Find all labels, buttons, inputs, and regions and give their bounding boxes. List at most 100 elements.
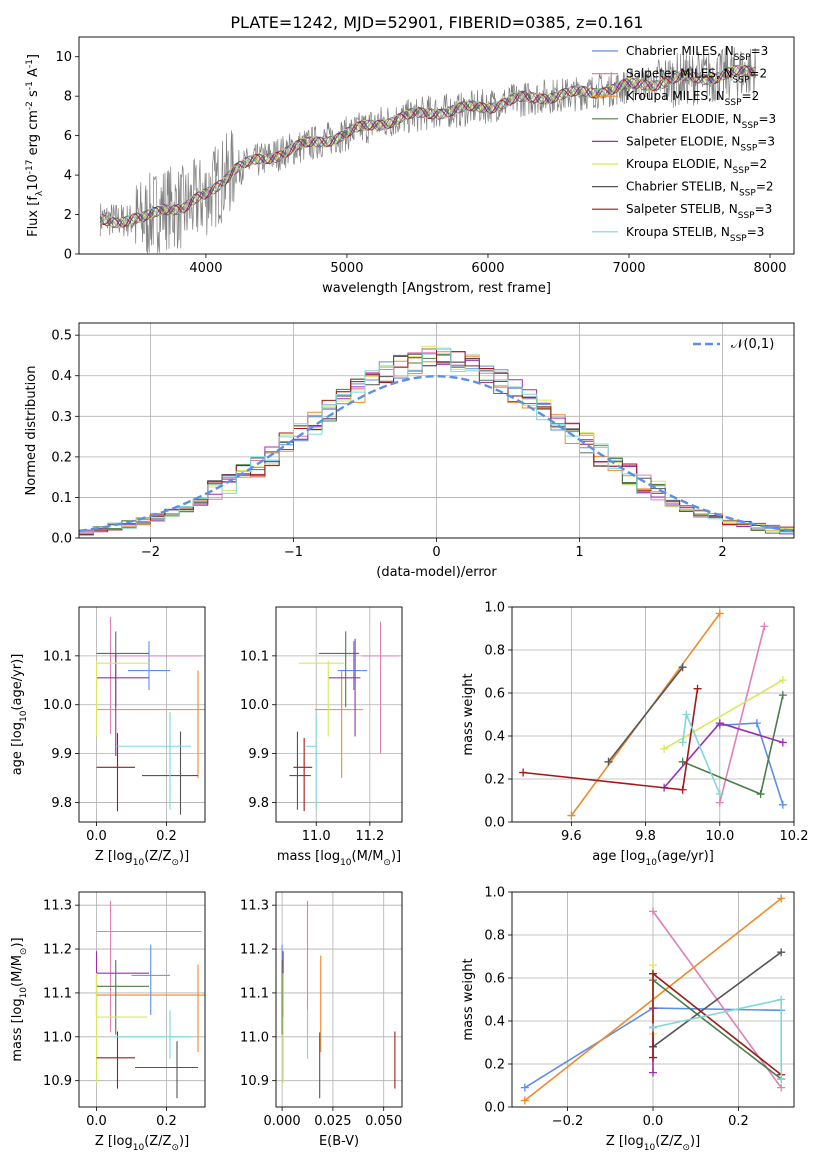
legend-entry: Kroupa STELIB, NSSP=3 — [626, 225, 764, 244]
weight-point-kroupa-miles — [777, 894, 786, 903]
y-tick-label: 0.2 — [484, 1058, 505, 1073]
weight-point-kroupa-stelib — [678, 738, 687, 747]
y-tick-label: 6 — [64, 129, 72, 144]
y-axis-label: Normed distribution — [24, 366, 39, 496]
x-axis-label: wavelength [Angstrom, rest frame] — [322, 281, 551, 296]
axes-frame — [78, 606, 206, 823]
x-axis-label: (data-model)/error — [376, 565, 497, 580]
y-tick-label: 10.0 — [240, 698, 269, 713]
legend-entry: Chabrier STELIB, NSSP=2 — [626, 180, 774, 199]
x-tick-label: 5000 — [330, 261, 363, 276]
x-axis-label: E(B-V) — [319, 1134, 359, 1149]
x-axis-label: Z [log10(Z/Z⊙)] — [95, 1134, 189, 1153]
weight-point-kroupa-elodie — [660, 744, 669, 753]
weight-point-salpeter-miles — [715, 798, 724, 807]
y-tick-label: 0.0 — [484, 816, 505, 831]
weight-point-chabrier-miles — [778, 800, 787, 809]
y-tick-label: 11.2 — [240, 943, 269, 958]
axes-frame — [78, 322, 795, 539]
weight-point-kroupa-miles — [567, 811, 576, 820]
x-tick-label: 0.2 — [156, 829, 177, 844]
x-tick-label: 10.0 — [705, 829, 734, 844]
legend-entry: Kroupa MILES, NSSP=2 — [626, 89, 759, 108]
weight-line-kroupa-stelib — [652, 998, 782, 1079]
y-tick-label: 0.0 — [484, 1101, 505, 1116]
plot-area — [79, 607, 205, 822]
x-tick-label: −2 — [141, 545, 160, 560]
x-tick-label: 7000 — [612, 261, 645, 276]
x-axis-label: Z [log10(Z/Z⊙)] — [606, 1134, 700, 1153]
histogram-kroupa-stelib — [79, 347, 794, 538]
weight-point-chabrier-miles — [752, 719, 761, 728]
x-tick-label: 0 — [432, 545, 440, 560]
model-spectrum-kroupa-stelib — [100, 64, 756, 229]
y-axis-label: mass [log10(M/M⊙)] — [10, 937, 29, 1061]
x-tick-label: 0.050 — [365, 1114, 402, 1129]
axes-frame — [78, 36, 795, 255]
legend-entry: Salpeter ELODIE, NSSP=3 — [626, 134, 775, 153]
plot-area — [276, 892, 402, 1107]
y-tick-label: 0.3 — [51, 410, 72, 425]
weight-point-salpeter-stelib — [519, 768, 528, 777]
x-tick-label: 8000 — [753, 261, 786, 276]
weight-point-kroupa-stelib — [682, 710, 691, 719]
x-tick-label: −0.2 — [552, 1114, 584, 1129]
y-tick-label: 10.1 — [240, 649, 269, 664]
y-tick-label: 8 — [64, 90, 72, 105]
x-tick-label: 6000 — [471, 261, 504, 276]
y-tick-label: 9.9 — [248, 747, 269, 762]
x-tick-label: 1 — [575, 545, 583, 560]
legend-entry: Chabrier ELODIE, NSSP=3 — [626, 112, 776, 131]
x-axis-label: Z [log10(Z/Z⊙)] — [95, 849, 189, 868]
axes-frame — [78, 891, 206, 1108]
legend-entry: 𝒩(0,1) — [731, 337, 774, 352]
y-tick-label: 11.3 — [240, 899, 269, 914]
weight-point-kroupa-elodie — [649, 961, 657, 970]
y-axis-label: age [log10(age/yr)] — [10, 654, 29, 776]
y-tick-label: 10.9 — [240, 1074, 269, 1089]
weight-point-salpeter-stelib — [649, 969, 657, 978]
y-tick-label: 0 — [64, 248, 72, 263]
y-tick-label: 0.4 — [484, 730, 505, 745]
x-tick-label: 11.2 — [355, 829, 384, 844]
y-tick-label: 0.1 — [51, 491, 72, 506]
weight-point-kroupa-stelib — [777, 995, 786, 1004]
weight-line-chabrier-stelib — [607, 666, 684, 763]
x-tick-label: 0.000 — [263, 1114, 300, 1129]
y-tick-label: 9.9 — [51, 747, 72, 762]
y-tick-label: 11.2 — [43, 943, 72, 958]
x-axis-label: mass [log10(M/M⊙)] — [277, 849, 401, 868]
weight-point-chabrier-miles — [520, 1083, 529, 1092]
y-tick-label: 11.0 — [240, 1030, 269, 1045]
legend-entry: Salpeter MILES, NSSP=2 — [626, 67, 767, 86]
y-tick-label: 9.8 — [51, 796, 72, 811]
x-tick-label: 0.0 — [86, 1114, 107, 1129]
panel-age-vs-mass: 11.0 11.2 9.8 9.9 10.0 10.1 mass [log10(M/M⊙)] — [240, 606, 403, 868]
y-tick-label: 9.8 — [248, 796, 269, 811]
model-spectrum-chabrier-elodie — [99, 64, 756, 229]
plot-area — [512, 607, 794, 822]
weight-point-salpeter-elodie — [649, 1068, 657, 1077]
y-tick-label: 0.8 — [484, 929, 505, 944]
y-axis-label: Flux [fλ10-17 erg cm-2 s-1 A-1] — [25, 54, 45, 237]
weight-line-chabrier-stelib — [652, 951, 782, 1048]
weight-point-kroupa-stelib — [649, 1023, 657, 1032]
y-tick-label: 10.0 — [43, 698, 72, 713]
y-tick-label: 0.2 — [484, 773, 505, 788]
y-tick-label: 0.6 — [484, 972, 505, 987]
x-tick-label: 10.2 — [780, 829, 809, 844]
weight-point-salpeter-elodie — [778, 738, 787, 747]
y-tick-label: 2 — [64, 208, 72, 223]
y-tick-label: 0.4 — [484, 1015, 505, 1030]
weight-line-salpeter-stelib — [523, 688, 699, 791]
weight-line-kroupa-elodie — [663, 679, 784, 750]
panel-age-vs-Z: 0.0 0.2 9.8 9.9 10.0 10.1 Z [log10(Z/Z⊙)] age [… — [10, 606, 206, 868]
weight-point-salpeter-stelib — [693, 684, 702, 693]
weight-point-kroupa-stelib — [715, 790, 724, 799]
weight-point-chabrier-elodie — [756, 790, 765, 799]
y-axis-label: mass weight — [461, 958, 476, 1040]
panel-weight-vs-age: 9.6 9.8 10.0 10.2 0.0 0.2 0.4 0.6 0.8 1.0 age [log… — [461, 601, 808, 869]
axes-frame — [511, 891, 795, 1108]
x-tick-label: 9.6 — [561, 829, 582, 844]
